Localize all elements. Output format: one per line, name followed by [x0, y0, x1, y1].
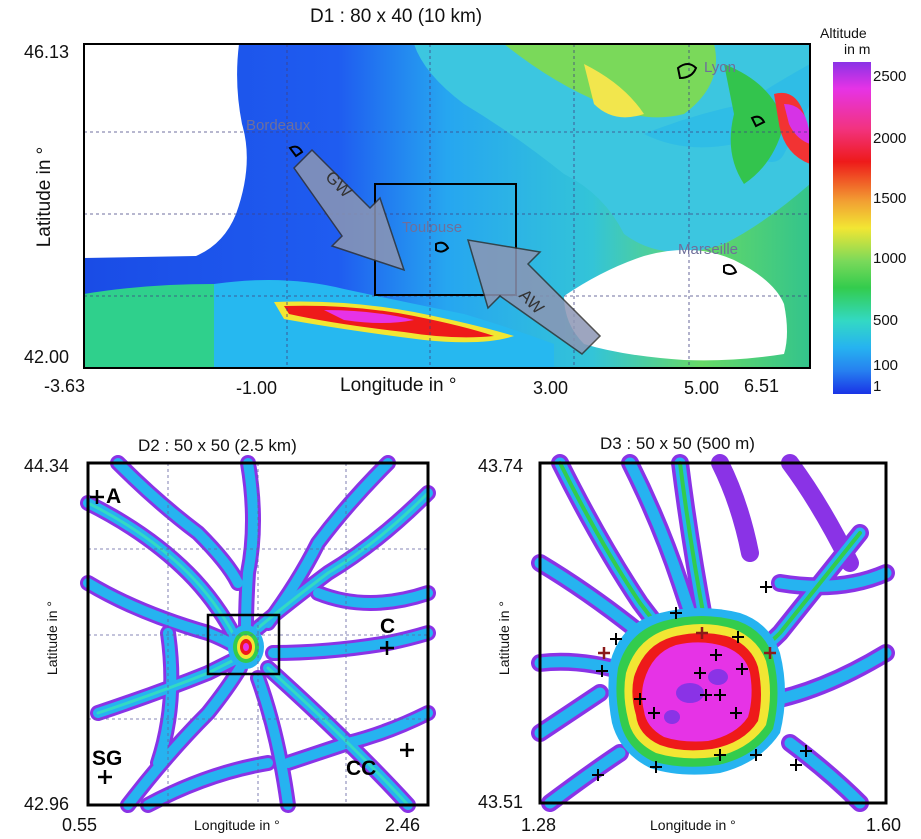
- colorbar: [833, 62, 871, 394]
- d3-map: [531, 454, 895, 812]
- d3-ylabel: Latitude in °: [496, 600, 512, 676]
- d2-title: D2 : 50 x 50 (2.5 km): [138, 436, 297, 455]
- colorbar-label-2000: 2000: [873, 130, 907, 147]
- d1-ytick-bottom: 42.00: [24, 347, 70, 367]
- station-label-a: A: [106, 485, 121, 508]
- wind-arrow-gw: GW: [293, 148, 406, 272]
- d3-xtick-right: 1.60: [866, 815, 902, 835]
- d1-xtick-1: -1.00: [236, 378, 278, 398]
- d3-title: D3 : 50 x 50 (500 m): [600, 434, 755, 453]
- d1-xtick-3: 5.00: [684, 378, 720, 398]
- d3-ytick-top: 43.74: [478, 456, 524, 476]
- colorbar-title-line2: in m: [844, 41, 871, 57]
- d1-ylabel: Latitude in °: [34, 146, 55, 248]
- colorbar-label-1000: 1000: [873, 250, 907, 267]
- d2-xlabel: Longitude in °: [194, 817, 280, 833]
- d1-xtick-0: -3.63: [44, 376, 86, 396]
- d1-title: D1 : 80 x 40 (10 km): [310, 6, 483, 27]
- colorbar-label-1500: 1500: [873, 190, 907, 207]
- d3-ytick-bottom: 43.51: [478, 792, 524, 812]
- d3-xtick-left: 1.28: [521, 815, 557, 835]
- d2-ylabel: Latitude in °: [44, 600, 60, 676]
- d1-xlabel: Longitude in °: [340, 375, 457, 396]
- colorbar-label-1: 1: [873, 378, 882, 395]
- colorbar-label-2500: 2500: [873, 68, 907, 85]
- d1-xtick-4: 6.51: [744, 376, 780, 396]
- d1-xtick-2: 3.00: [533, 378, 569, 398]
- station-label-cc: CC: [346, 757, 376, 780]
- d1-ytick-top: 46.13: [24, 42, 70, 62]
- d2-ytick-top: 44.34: [24, 456, 70, 476]
- d1-map: Lyon Bordeaux Toulouse Marseille GW AW: [83, 43, 811, 369]
- d2-map: A C SG CC: [80, 455, 436, 813]
- d2-ytick-bottom: 42.96: [24, 794, 70, 814]
- station-label-sg: SG: [92, 747, 122, 770]
- colorbar-title-line1: Altitude: [820, 25, 867, 41]
- city-toulouse: Toulouse: [402, 219, 462, 236]
- city-marseille: Marseille: [678, 241, 738, 258]
- city-bordeaux: Bordeaux: [246, 117, 311, 134]
- d2-xtick-right: 2.46: [385, 815, 421, 835]
- station-label-c: C: [380, 615, 395, 638]
- colorbar-label-500: 500: [873, 312, 899, 329]
- d3-xlabel: Longitude in °: [650, 817, 736, 833]
- d2-xtick-left: 0.55: [62, 815, 98, 835]
- city-lyon: Lyon: [704, 59, 736, 76]
- colorbar-label-100: 100: [873, 357, 899, 374]
